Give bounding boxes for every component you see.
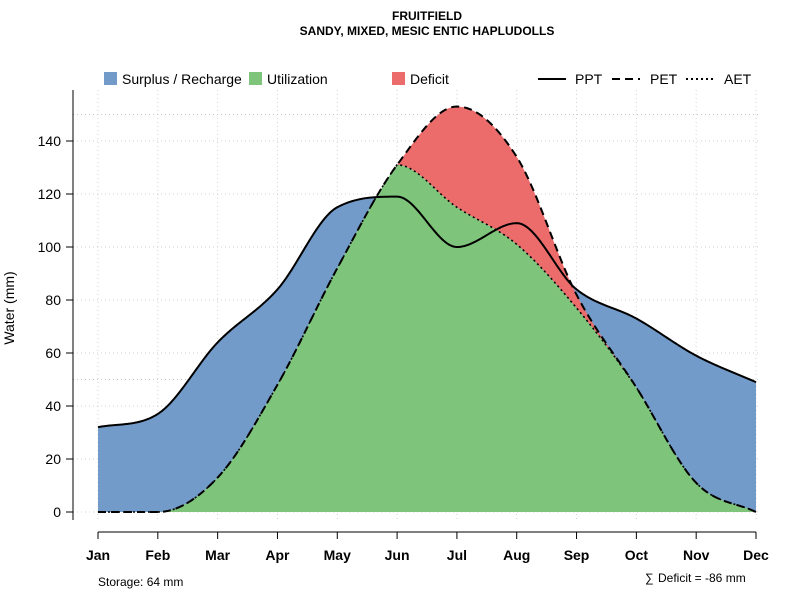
legend-label: AET <box>724 71 752 87</box>
y-tick-label: 60 <box>45 345 61 361</box>
legend-swatch <box>249 72 262 85</box>
x-tick-label: May <box>324 547 351 563</box>
ppt-line <box>97 195 757 429</box>
fill-areas <box>98 106 756 513</box>
y-tick-label: 140 <box>38 133 62 149</box>
x-tick-label: Jun <box>385 547 410 563</box>
x-tick-label: Oct <box>625 547 649 563</box>
deficit-note: Deficit = -86 mm <box>658 571 746 585</box>
legend-label: Deficit <box>410 71 449 87</box>
legend-label: PET <box>650 71 678 87</box>
x-tick-label: Jan <box>86 547 110 563</box>
sum-symbol: ∑ <box>645 571 654 585</box>
legend-label: Surplus / Recharge <box>122 71 242 87</box>
y-tick-label: 120 <box>38 186 62 202</box>
storage-note: Storage: 64 mm <box>98 575 183 589</box>
axes: 0 20 40 60 80 100 120 140 Jan Feb Mar Apr May Jun Jul A… <box>38 90 769 563</box>
aet-line <box>98 164 757 513</box>
x-tick-label: Feb <box>145 547 170 563</box>
y-tick-label: 100 <box>38 239 62 255</box>
y-tick-label: 40 <box>45 398 61 414</box>
pet-line <box>98 105 757 513</box>
legend: Surplus / Recharge Utilization Deficit PPT P… <box>104 71 752 87</box>
x-tick-label: Sep <box>564 547 590 563</box>
y-tick-label: 80 <box>45 292 61 308</box>
legend-label: PPT <box>575 71 603 87</box>
x-tick-label: Apr <box>265 547 290 563</box>
chart-title: FRUITFIELD <box>392 9 462 23</box>
x-tick-label: Nov <box>683 547 710 563</box>
x-tick-label: Mar <box>205 547 230 563</box>
y-tick-label: 0 <box>53 504 61 520</box>
legend-swatch <box>104 72 117 85</box>
x-tick-label: Aug <box>503 547 530 563</box>
x-tick-label: Dec <box>743 547 769 563</box>
series-lines <box>97 105 757 513</box>
utilization-area <box>98 164 756 512</box>
y-tick-label: 20 <box>45 451 61 467</box>
y-axis-label: Water (mm) <box>1 271 17 344</box>
chart-subtitle: SANDY, MIXED, MESIC ENTIC HAPLUDOLLS <box>300 24 555 38</box>
legend-swatch <box>392 72 405 85</box>
x-tick-label: Jul <box>447 547 467 563</box>
legend-label: Utilization <box>267 71 328 87</box>
